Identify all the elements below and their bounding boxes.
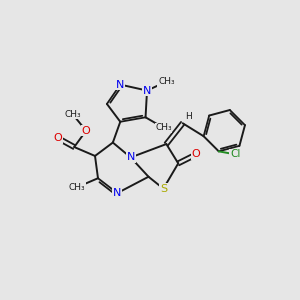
Text: S: S — [160, 184, 167, 194]
Text: N: N — [143, 85, 151, 96]
Text: N: N — [113, 188, 122, 198]
Text: H: H — [185, 112, 192, 121]
Text: N: N — [127, 152, 135, 162]
Text: O: O — [82, 126, 91, 136]
Text: CH₃: CH₃ — [158, 77, 175, 86]
Text: O: O — [192, 149, 200, 160]
Text: N: N — [116, 80, 124, 90]
Text: CH₃: CH₃ — [69, 183, 85, 192]
Text: O: O — [53, 133, 62, 143]
Text: CH₃: CH₃ — [155, 123, 172, 132]
Text: CH₃: CH₃ — [64, 110, 81, 119]
Text: Cl: Cl — [230, 149, 240, 159]
